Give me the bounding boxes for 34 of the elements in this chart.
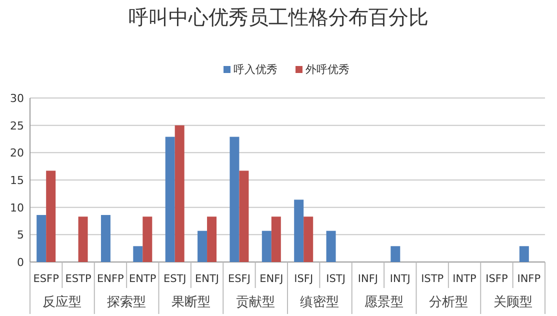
chart-title: 呼叫中心优秀员工性格分布百分比 (128, 5, 428, 29)
x-tick-label: INFJ (358, 273, 378, 285)
x-tick-label: ISFJ (294, 273, 314, 285)
x-tick-label: ENTJ (195, 273, 220, 285)
x-tick-label: ISFP (486, 273, 508, 285)
text: 探索型 (107, 295, 146, 310)
y-tick-label: 30 (10, 92, 24, 105)
text: 分析型 (428, 295, 468, 310)
x-tick-label: ESTP (65, 273, 92, 285)
y-tick-label: 0 (17, 256, 24, 269)
x-tick-label: INTJ (390, 273, 410, 285)
text: 反应型 (42, 294, 82, 310)
x-tick-label: ESTJ (163, 273, 186, 285)
legend-label: 呼入优秀 (234, 63, 278, 76)
x-tick-label: INFP (517, 273, 541, 285)
x-tick-label: ENTP (129, 273, 156, 285)
text: 贡献型 (236, 295, 275, 310)
y-tick-label: 25 (10, 119, 24, 132)
x-tick-label: ENFJ (260, 273, 284, 285)
y-tick-label: 20 (10, 146, 24, 160)
y-tick-label: 5 (17, 228, 24, 242)
text: 关顾型 (493, 295, 532, 310)
x-tick-label: ISTJ (326, 273, 346, 285)
text: 缜密型 (300, 295, 340, 310)
legend-label: 外呼优秀 (306, 63, 350, 76)
y-tick-label: 10 (10, 201, 24, 214)
y-tick-label: 15 (10, 174, 24, 187)
x-tick-label: ESFJ (228, 273, 250, 285)
x-tick-label: INTP (452, 273, 476, 285)
x-tick-label: ISTP (421, 273, 444, 285)
text: 果断型 (171, 295, 210, 310)
text: 愿景型 (364, 295, 404, 310)
x-tick-label: ESFP (33, 273, 59, 285)
x-tick-label: ENFP (97, 273, 124, 285)
